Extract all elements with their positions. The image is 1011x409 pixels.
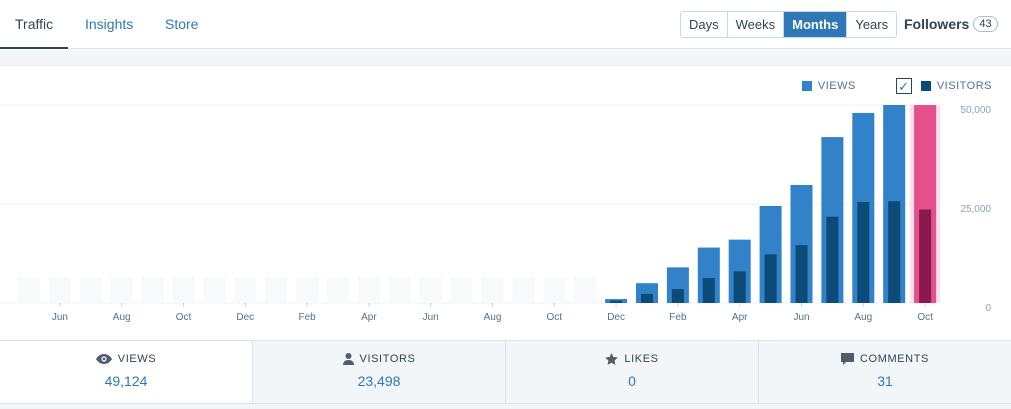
traffic-bar-chart: 0 25,000 50,000 Jun Aug Oct Dec Feb Apr Jun Aug Oct… xyxy=(0,104,991,323)
visitors-bar xyxy=(702,278,715,303)
top-navigation: Traffic Insights Store Days Weeks Months… xyxy=(0,0,1011,49)
followers-link[interactable]: Followers 43 xyxy=(904,16,998,32)
views-legend-label: VIEWS xyxy=(817,80,856,92)
x-tick-label: Jun xyxy=(793,312,809,323)
followers-label: Followers xyxy=(904,16,970,32)
empty-bar[interactable] xyxy=(357,277,380,303)
stat-tab-likes[interactable]: LIKES 0 xyxy=(505,341,758,403)
comment-icon xyxy=(841,353,855,365)
empty-bar[interactable] xyxy=(141,277,164,303)
chart-area: 0 25,000 50,000 Jun Aug Oct Dec Feb Apr Jun Aug Oct… xyxy=(0,67,1011,340)
eye-icon xyxy=(95,354,112,364)
empty-bar[interactable] xyxy=(512,277,535,303)
chart-legend: VIEWS ✓ VISITORS xyxy=(801,78,992,94)
visitors-bar xyxy=(610,300,623,303)
empty-bar[interactable] xyxy=(79,277,102,303)
x-tick-label: Feb xyxy=(669,312,687,323)
visitors-bar xyxy=(888,201,901,303)
checkmark-icon: ✓ xyxy=(898,78,910,94)
empty-bar[interactable] xyxy=(110,277,133,303)
visitors-toggle-checkbox[interactable]: ✓ xyxy=(895,78,912,94)
followers-count-badge: 43 xyxy=(973,16,998,32)
empty-bar[interactable] xyxy=(18,277,40,303)
x-tick-label: Aug xyxy=(113,312,131,323)
visitors-bar xyxy=(764,254,777,303)
stat-comments-label: COMMENTS xyxy=(860,353,929,365)
tab-store[interactable]: Store xyxy=(165,16,199,32)
x-tick-label: Oct xyxy=(917,312,933,323)
empty-bar[interactable] xyxy=(172,277,195,303)
visitors-legend-label: VISITORS xyxy=(936,80,992,92)
x-tick-label: Oct xyxy=(176,312,192,323)
tab-traffic[interactable]: Traffic xyxy=(0,0,69,49)
empty-bar[interactable] xyxy=(574,277,597,303)
star-icon xyxy=(605,353,619,365)
visitors-bar xyxy=(641,293,653,303)
stats-tabs: VIEWS 49,124 VISITORS 23,498 LIKES 0 COM… xyxy=(0,340,1011,404)
period-weeks-button[interactable]: Weeks xyxy=(728,12,785,37)
tab-insights[interactable]: Insights xyxy=(85,16,134,32)
y-tick-label: 0 xyxy=(985,303,991,314)
x-tick-label: Feb xyxy=(298,312,316,323)
section-divider xyxy=(0,50,1011,66)
x-tick-label: Dec xyxy=(236,312,254,323)
x-tick-label: Oct xyxy=(547,312,563,323)
x-tick-label: Apr xyxy=(361,312,377,323)
empty-bar[interactable] xyxy=(265,277,288,303)
stat-likes-value: 0 xyxy=(628,373,636,389)
visitors-bar xyxy=(671,289,684,303)
period-days-button[interactable]: Days xyxy=(681,12,728,37)
x-tick-label: Jun xyxy=(423,312,439,323)
person-icon xyxy=(342,353,354,365)
empty-bar[interactable] xyxy=(481,277,504,303)
empty-bar[interactable] xyxy=(388,277,411,303)
empty-bar[interactable] xyxy=(419,277,442,303)
stat-visitors-label: VISITORS xyxy=(359,353,416,365)
empty-bar[interactable] xyxy=(48,277,71,303)
empty-bar[interactable] xyxy=(203,277,226,303)
visitors-bar xyxy=(857,202,870,303)
stat-tab-comments[interactable]: COMMENTS 31 xyxy=(758,341,1011,403)
stat-comments-value: 31 xyxy=(877,373,893,389)
visitors-bar xyxy=(733,271,746,303)
stat-views-label: VIEWS xyxy=(117,353,157,365)
period-months-button[interactable]: Months xyxy=(784,12,848,37)
y-tick-label: 25,000 xyxy=(960,204,991,215)
stat-tab-visitors[interactable]: VISITORS 23,498 xyxy=(252,341,505,403)
x-tick-label: Aug xyxy=(484,312,502,323)
x-tick-label: Aug xyxy=(854,312,872,323)
visitors-bar xyxy=(826,216,839,303)
empty-bar[interactable] xyxy=(296,277,319,303)
stat-tab-views[interactable]: VIEWS 49,124 xyxy=(0,341,252,403)
period-years-button[interactable]: Years xyxy=(855,17,889,32)
x-tick-label: Apr xyxy=(732,312,748,323)
empty-bar[interactable] xyxy=(450,277,473,303)
visitors-bar xyxy=(795,245,808,303)
stat-likes-label: LIKES xyxy=(624,353,659,365)
y-tick-label: 50,000 xyxy=(960,105,991,116)
empty-bar[interactable] xyxy=(327,277,349,303)
visitors-bar xyxy=(919,209,932,303)
stat-visitors-value: 23,498 xyxy=(357,373,401,389)
x-tick-label: Dec xyxy=(607,312,625,323)
x-tick-label: Jun xyxy=(52,312,68,323)
stat-views-value: 49,124 xyxy=(104,373,148,389)
visitors-legend-swatch xyxy=(920,81,931,91)
empty-bar[interactable] xyxy=(234,277,257,303)
views-legend-swatch xyxy=(801,81,812,91)
bottom-strip xyxy=(0,404,1011,409)
empty-bar[interactable] xyxy=(543,277,566,303)
period-selector: Days Weeks Months Years xyxy=(680,11,898,38)
